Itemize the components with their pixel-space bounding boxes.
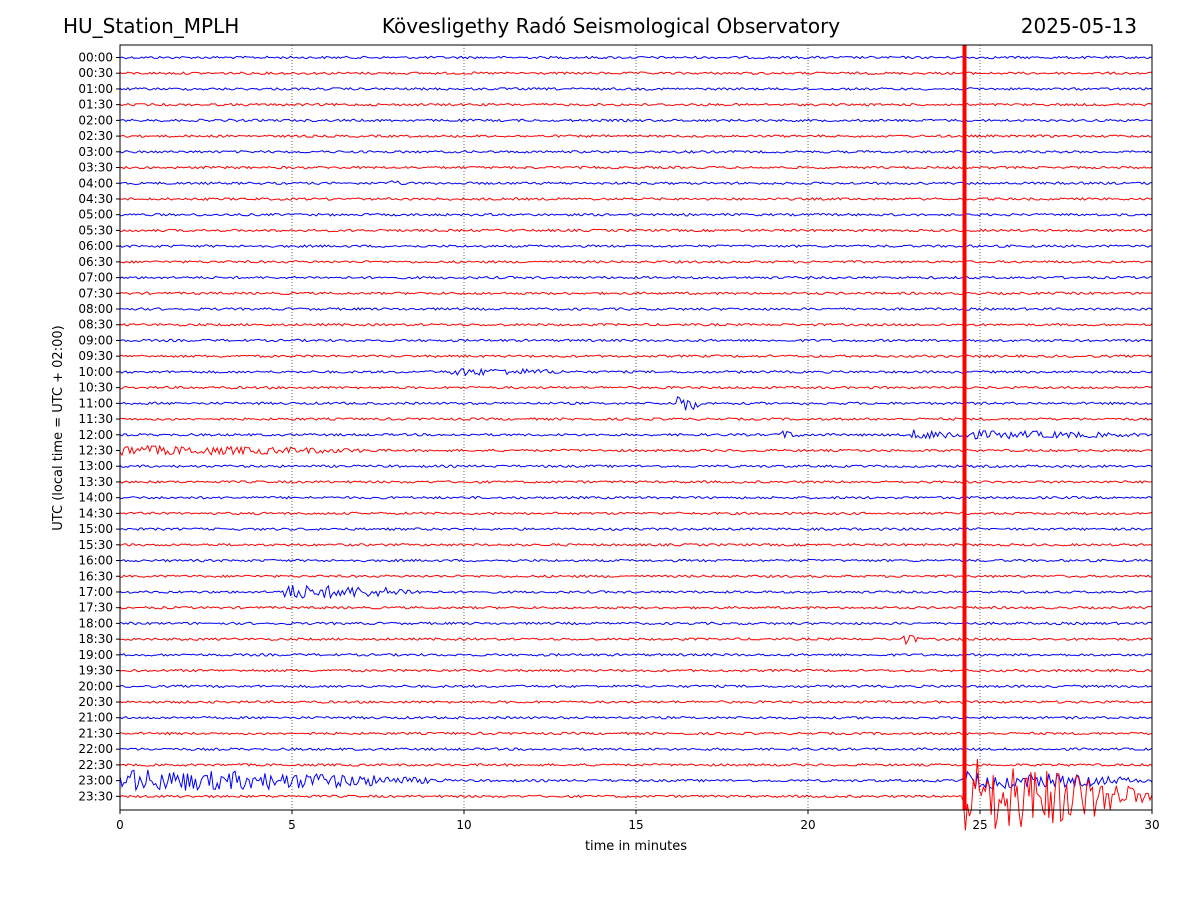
y-tick-label: 14:30 — [78, 506, 113, 520]
x-tick-label: 10 — [456, 818, 471, 832]
y-axis-label: UTC (local time = UTC + 02:00) — [51, 325, 66, 530]
trace-line — [119, 747, 1153, 752]
y-tick-label: 12:00 — [78, 428, 113, 442]
trace-line — [119, 495, 1153, 500]
y-tick-label: 01:00 — [78, 82, 113, 96]
trace-line — [119, 228, 1153, 233]
x-tick-label: 5 — [288, 818, 296, 832]
y-tick-label: 19:00 — [78, 648, 113, 662]
y-tick-label: 20:00 — [78, 679, 113, 693]
y-tick-label: 23:00 — [78, 774, 113, 788]
y-tick-label: 17:30 — [78, 601, 113, 615]
trace-line — [119, 605, 1153, 610]
y-tick-label: 19:30 — [78, 664, 113, 678]
y-tick-label: 13:30 — [78, 475, 113, 489]
y-tick-label: 06:30 — [78, 255, 113, 269]
y-tick-label: 04:30 — [78, 192, 113, 206]
y-tick-label: 18:30 — [78, 632, 113, 646]
grid-layer — [291, 45, 981, 810]
y-tick-label: 02:00 — [78, 113, 113, 127]
y-tick-label: 15:00 — [78, 522, 113, 536]
y-tick-label: 05:00 — [78, 208, 113, 222]
y-tick-label: 21:00 — [78, 711, 113, 725]
trace-line — [119, 180, 1153, 186]
x-axis-label: time in minutes — [585, 839, 687, 854]
y-tick-label: 08:30 — [78, 318, 113, 332]
x-tick-label: 20 — [800, 818, 815, 832]
trace-line — [119, 244, 1152, 249]
y-tick-label: 21:30 — [78, 726, 113, 740]
trace-line — [119, 542, 1153, 547]
x-tick-label: 30 — [1144, 818, 1159, 832]
trace-line — [119, 731, 1153, 736]
y-tick-label: 04:00 — [78, 176, 113, 190]
trace-line — [119, 480, 1153, 484]
y-tick-label: 13:00 — [78, 459, 113, 473]
station-name: HU_Station_MPLH — [63, 14, 240, 38]
y-tick-label: 02:30 — [78, 129, 113, 143]
y-tick-label: 14:00 — [78, 491, 113, 505]
trace-line — [119, 668, 1153, 673]
y-tick-label: 17:00 — [78, 585, 113, 599]
y-tick-label: 00:30 — [78, 66, 113, 80]
y-tick-label: 10:30 — [78, 381, 113, 395]
trace-line — [119, 87, 1153, 91]
trace-line — [119, 150, 1153, 154]
trace-line — [119, 464, 1153, 469]
x-tick-label: 15 — [628, 818, 643, 832]
trace-line — [119, 367, 1153, 377]
trace-line — [119, 758, 1153, 831]
y-tick-label: 00:00 — [78, 51, 113, 65]
y-tick-label: 16:30 — [78, 569, 113, 583]
y-tick-label: 15:30 — [78, 538, 113, 552]
trace-line — [119, 212, 1152, 217]
y-tick-label: 16:00 — [78, 554, 113, 568]
trace-line — [119, 429, 1153, 440]
y-tick-label: 06:00 — [78, 239, 113, 253]
y-tick-label: 22:00 — [78, 742, 113, 756]
chart-title: Kövesligethy Radó Seismological Observat… — [381, 14, 841, 38]
y-tick-label: 20:30 — [78, 695, 113, 709]
date-label: 2025-05-13 — [1020, 14, 1137, 38]
y-tick-label: 10:00 — [78, 365, 113, 379]
y-tick-label: 08:00 — [78, 302, 113, 316]
trace-line — [119, 102, 1153, 107]
y-tick-label: 05:30 — [78, 223, 113, 237]
y-tick-label: 01:30 — [78, 98, 113, 112]
y-tick-label: 11:00 — [78, 396, 113, 410]
x-tick-label: 25 — [972, 818, 987, 832]
y-tick-label: 07:30 — [78, 286, 113, 300]
y-tick-label: 12:30 — [78, 444, 113, 458]
trace-line — [119, 322, 1153, 327]
x-axis-ticks: 0 5 10 15 20 25 30 — [116, 810, 1160, 832]
trace-line — [119, 558, 1153, 563]
y-tick-label: 22:30 — [78, 758, 113, 772]
y-tick-label: 11:30 — [78, 412, 113, 426]
y-tick-label: 03:00 — [78, 145, 113, 159]
y-tick-label: 23:30 — [78, 789, 113, 803]
y-tick-label: 18:00 — [78, 616, 113, 630]
y-tick-label: 09:00 — [78, 333, 113, 347]
y-tick-label: 07:00 — [78, 271, 113, 285]
trace-line — [119, 417, 1153, 421]
y-tick-label: 09:30 — [78, 349, 113, 363]
x-tick-label: 0 — [116, 818, 124, 832]
y-tick-label: 03:30 — [78, 161, 113, 175]
